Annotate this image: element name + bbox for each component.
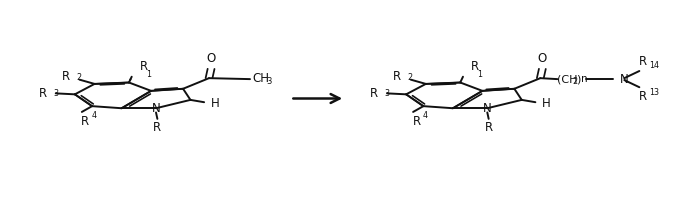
Text: 2: 2 [407, 73, 413, 82]
Text: R: R [62, 71, 70, 84]
Text: 1: 1 [146, 70, 151, 79]
Text: N: N [483, 102, 491, 115]
Text: R: R [393, 71, 401, 84]
Text: 3: 3 [53, 89, 58, 98]
Text: R: R [370, 87, 378, 100]
Text: 2: 2 [76, 73, 82, 82]
Text: 3: 3 [384, 89, 390, 98]
Text: N: N [620, 73, 628, 86]
Text: R: R [140, 60, 148, 73]
Text: R: R [639, 55, 648, 68]
Text: (CH: (CH [558, 74, 578, 84]
Text: O: O [537, 52, 547, 65]
Text: R: R [484, 121, 493, 134]
Text: 2: 2 [572, 77, 578, 85]
Text: 13: 13 [649, 88, 659, 97]
Text: R: R [639, 90, 648, 103]
Text: R: R [81, 115, 89, 128]
Text: 4: 4 [422, 112, 428, 121]
Text: N: N [152, 102, 160, 115]
Text: 14: 14 [649, 61, 659, 70]
Text: CH: CH [252, 72, 269, 85]
Text: R: R [153, 121, 162, 134]
Text: R: R [413, 115, 420, 128]
Text: ): ) [576, 74, 580, 84]
Text: O: O [206, 52, 215, 65]
Text: R: R [471, 60, 480, 73]
Text: 4: 4 [91, 112, 96, 121]
Text: H: H [211, 97, 220, 110]
Text: R: R [39, 87, 47, 100]
Text: n: n [581, 74, 588, 84]
Text: H: H [542, 97, 551, 110]
Text: 3: 3 [266, 77, 272, 86]
Text: 1: 1 [477, 70, 482, 79]
